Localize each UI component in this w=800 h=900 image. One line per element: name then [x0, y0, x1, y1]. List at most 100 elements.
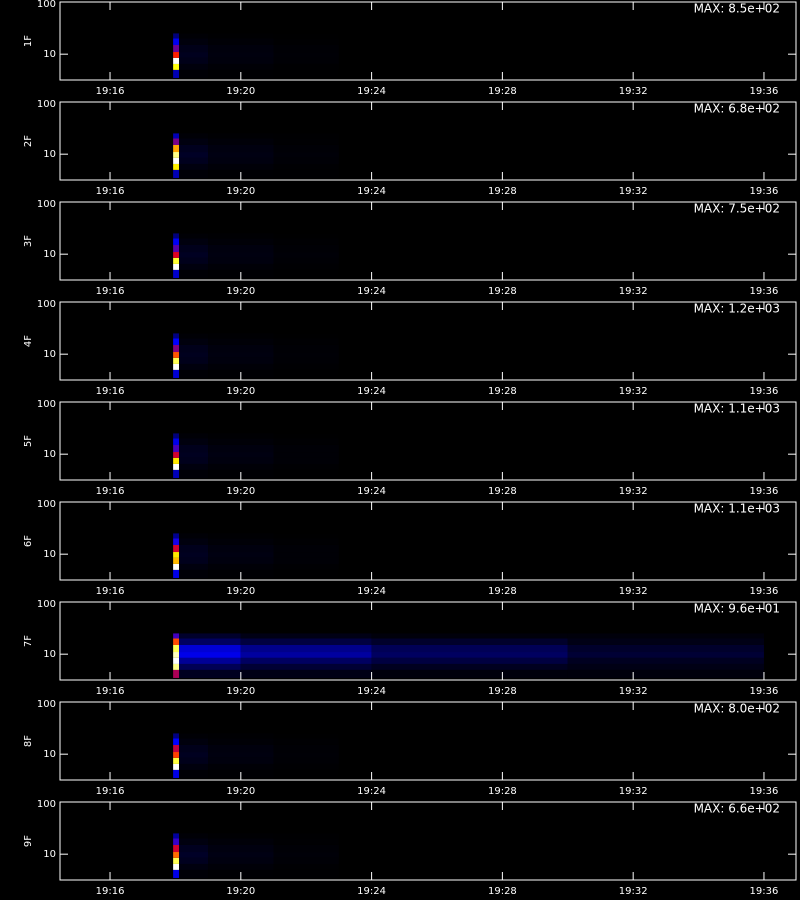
heatmap-cell: [179, 663, 241, 670]
x-tick-label: 19:28: [488, 386, 517, 397]
heatmap-cell: [179, 144, 209, 153]
heatmap-cell: [273, 533, 339, 539]
heatmap-cell: [208, 233, 274, 239]
heatmap-cell: [179, 438, 209, 445]
heatmap-cell: [173, 633, 180, 639]
heatmap-cell: [567, 633, 764, 639]
heatmap-cell: [208, 563, 274, 570]
heatmap-cell: [371, 663, 568, 670]
heatmap-cell: [273, 863, 339, 870]
heatmap-cell: [208, 363, 274, 370]
heatmap-cell: [179, 333, 209, 339]
heatmap-cell: [273, 752, 339, 758]
heatmap-cell: [208, 757, 274, 764]
heatmap-cell: [179, 669, 241, 678]
heatmap-cell: [567, 663, 764, 670]
heatmap-cell: [173, 857, 180, 864]
heatmap-cell: [273, 438, 339, 445]
heatmap-cell: [273, 538, 339, 545]
heatmap-cell: [173, 757, 180, 764]
heatmap-cell: [208, 552, 274, 558]
heatmap-cell: [179, 238, 209, 245]
heatmap-cell: [273, 733, 339, 739]
heatmap-cell: [179, 252, 209, 258]
plot-frame: [59, 201, 797, 281]
heatmap-cell: [371, 633, 568, 639]
plot-frame: [59, 501, 797, 581]
x-tick-label: 19:36: [750, 586, 779, 597]
heatmap-cell: [173, 844, 180, 853]
heatmap-cell: [208, 138, 274, 145]
heatmap-cell: [179, 44, 209, 53]
heatmap-cell: [179, 463, 209, 470]
heatmap-cell: [179, 552, 209, 558]
x-tick-label: 19:20: [226, 886, 255, 897]
heatmap-cell: [179, 844, 209, 853]
plot-frame: [59, 101, 797, 181]
heatmap-cell: [371, 657, 568, 664]
heatmap-cell: [179, 263, 209, 270]
heatmap-cell: [273, 452, 339, 458]
heatmap-cell: [567, 669, 764, 678]
heatmap-cell: [173, 452, 180, 458]
x-tick-label: 19:16: [96, 486, 125, 497]
heatmap-cell: [179, 157, 209, 164]
heatmap-cell: [173, 63, 180, 70]
heatmap-cell: [240, 644, 372, 653]
y-axis-label: 8F: [23, 735, 34, 747]
heatmap-cell: [179, 169, 209, 178]
heatmap-cell: [179, 833, 209, 839]
heatmap-cell: [208, 352, 274, 358]
y-tick-label: 10: [43, 249, 56, 260]
heatmap-cell: [208, 257, 274, 264]
heatmap-cell: [179, 757, 209, 764]
x-tick-label: 19:20: [226, 386, 255, 397]
x-tick-label: 19:36: [750, 686, 779, 697]
heatmap-cell: [173, 433, 180, 439]
heatmap-cell: [173, 569, 180, 578]
panel-title: MAX: 6.8e+02: [694, 102, 780, 116]
x-tick-label: 19:36: [750, 886, 779, 897]
heatmap-cell: [273, 444, 339, 453]
heatmap-cell: [273, 852, 339, 858]
heatmap-cell: [173, 769, 180, 778]
heatmap-cell: [273, 744, 339, 753]
heatmap-cell: [273, 157, 339, 164]
heatmap-cell: [179, 257, 209, 264]
x-tick-label: 19:32: [619, 686, 648, 697]
y-tick-label: 100: [37, 399, 56, 410]
heatmap-cell: [173, 163, 180, 170]
heatmap-cell: [179, 352, 209, 358]
y-axis-label: 3F: [23, 235, 34, 247]
heatmap-cell: [173, 833, 180, 839]
x-tick-label: 19:24: [357, 486, 386, 497]
heatmap-cell: [173, 733, 180, 739]
heatmap-cell: [273, 563, 339, 570]
x-tick-label: 19:24: [357, 86, 386, 97]
heatmap-cell: [173, 763, 180, 770]
heatmap-cell: [208, 533, 274, 539]
heatmap-cell: [273, 133, 339, 139]
heatmap-cell: [179, 452, 209, 458]
y-tick-label: 10: [43, 149, 56, 160]
x-tick-label: 19:36: [750, 786, 779, 797]
heatmap-cell: [273, 557, 339, 564]
heatmap-cell: [179, 138, 209, 145]
y-tick-label: 100: [37, 0, 56, 10]
panel-title: MAX: 9.6e+01: [694, 602, 780, 616]
y-tick-label: 10: [43, 449, 56, 460]
panel-title: MAX: 8.5e+02: [694, 2, 780, 16]
panel-title: MAX: 8.0e+02: [694, 702, 780, 716]
x-tick-label: 19:32: [619, 186, 648, 197]
plot-frame: [59, 301, 797, 381]
heatmap-cell: [173, 457, 180, 464]
heatmap-cell: [273, 552, 339, 558]
x-tick-label: 19:36: [750, 286, 779, 297]
heatmap-cell: [567, 652, 764, 658]
x-tick-label: 19:32: [619, 386, 648, 397]
heatmap-cell: [179, 52, 209, 58]
heatmap-cell: [179, 769, 209, 778]
x-tick-label: 19:20: [226, 486, 255, 497]
plot-frame: [59, 801, 797, 881]
heatmap-cell: [179, 363, 209, 370]
